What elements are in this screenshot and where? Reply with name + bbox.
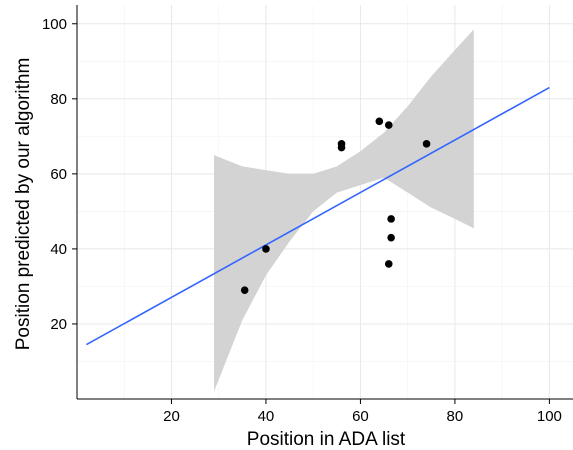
x-tick-label: 60: [352, 408, 369, 425]
data-point: [384, 260, 393, 268]
x-tick-label: 100: [537, 408, 562, 425]
y-tick-label: 60: [50, 166, 67, 183]
data-points: [240, 117, 431, 294]
data-point: [375, 117, 384, 126]
data-point: [337, 140, 346, 148]
data-point: [387, 215, 395, 223]
data-point: [262, 245, 270, 253]
y-axis-ticks: 20 40 60 80 100: [42, 16, 77, 333]
y-tick-label: 100: [42, 16, 67, 33]
data-point: [387, 233, 395, 242]
x-tick-label: 80: [447, 408, 464, 425]
x-tick-label: 20: [163, 408, 180, 425]
x-axis-title: Position in ADA list: [247, 429, 406, 450]
y-tick-label: 80: [50, 91, 67, 108]
data-point: [384, 121, 393, 129]
y-axis-title: Position predicted by our algorithm: [13, 58, 34, 351]
data-point: [240, 286, 249, 294]
y-tick-label: 40: [50, 241, 67, 258]
x-axis-ticks: 20 40 60 80 100: [163, 399, 562, 425]
y-tick-label: 20: [50, 316, 67, 333]
x-tick-label: 40: [258, 408, 275, 425]
confidence-band: [214, 29, 474, 392]
data-point: [422, 140, 431, 148]
axes: [76, 5, 573, 400]
regression-line: [86, 86, 550, 346]
